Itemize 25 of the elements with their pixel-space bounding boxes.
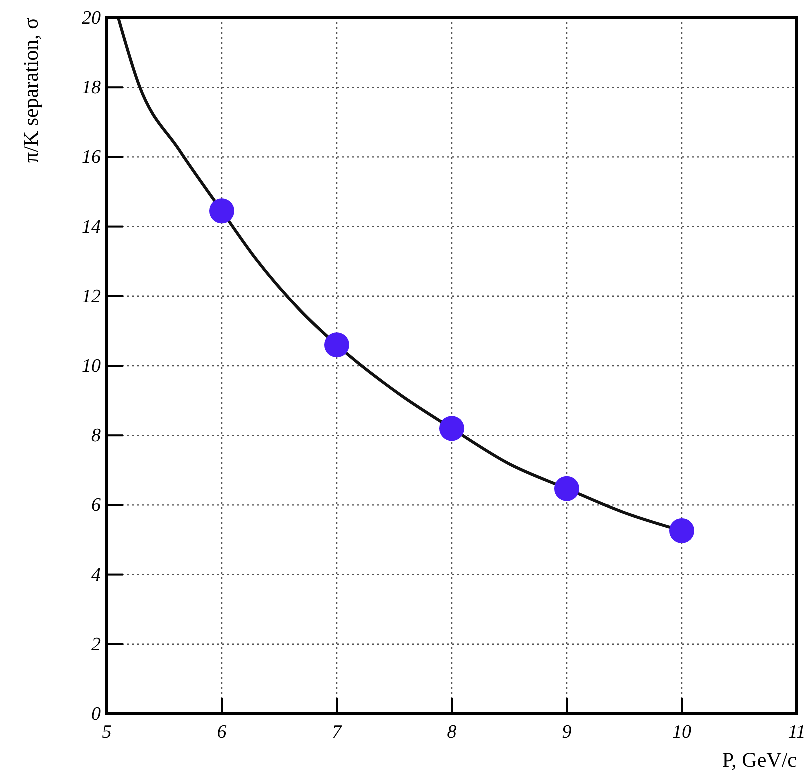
y-tick-label: 12 <box>82 286 102 308</box>
y-tick-label: 6 <box>92 495 102 516</box>
point <box>554 476 580 502</box>
x-tick-label: 8 <box>447 722 458 743</box>
y-tick-label: 2 <box>92 634 102 656</box>
y-tick-label: 10 <box>82 356 102 377</box>
point <box>324 332 350 358</box>
x-tick-label: 9 <box>562 722 572 743</box>
y-tick-label: 0 <box>92 704 102 725</box>
x-tick-label: 11 <box>788 722 806 743</box>
y-tick-label: 8 <box>92 426 102 447</box>
point <box>440 416 464 442</box>
x-axis-title: P, GeV/c <box>722 748 797 772</box>
y-tick-label: 4 <box>92 564 102 586</box>
point <box>670 518 694 544</box>
x-tick-label: 6 <box>217 722 228 743</box>
x-tick-label: 10 <box>672 722 692 743</box>
x-tick-label: 7 <box>332 722 344 743</box>
y-tick-label: 18 <box>82 78 102 99</box>
y-tick-label: 14 <box>82 216 102 238</box>
x-tick-label: 5 <box>102 722 112 743</box>
y-tick-label: 16 <box>82 147 102 168</box>
point <box>210 198 234 224</box>
y-axis-title: π/K separation, σ <box>19 18 43 163</box>
y-tick-label: 20 <box>82 8 102 29</box>
